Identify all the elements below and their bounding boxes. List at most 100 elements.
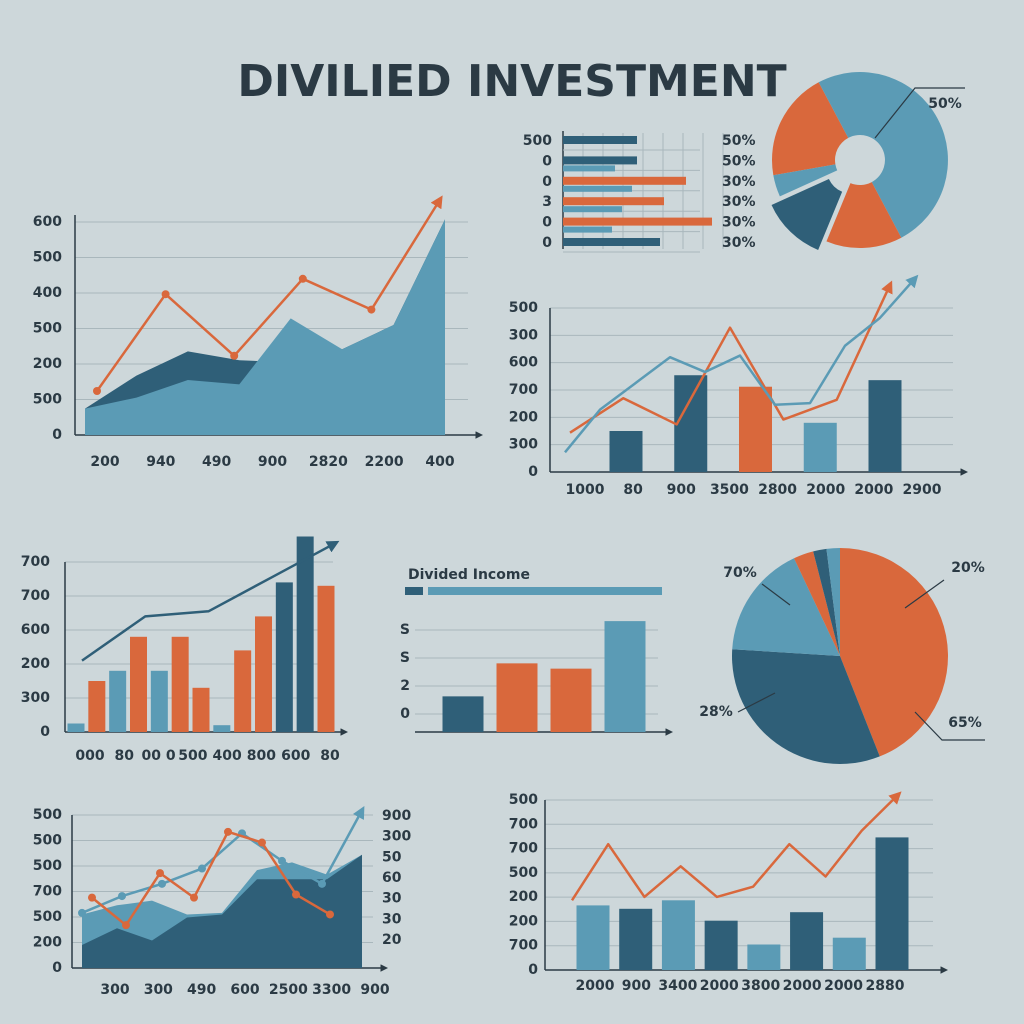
y-tick-label: 500: [33, 250, 62, 266]
y-tick-label: S: [400, 650, 410, 666]
x-tick-label: 000: [75, 748, 104, 764]
line: [81, 540, 340, 662]
y2-tick-label: 300: [382, 829, 411, 845]
x-tick-label: 200: [90, 454, 119, 470]
slice: [732, 558, 840, 656]
page-title: DIVILIED INVESTMENT: [237, 56, 786, 107]
y-tick-label: 2: [400, 678, 410, 694]
y2-tick-label: 30: [382, 891, 402, 907]
x-tick-label: 490: [202, 454, 231, 470]
y-tick-label: 700: [21, 554, 50, 570]
y-tick-label: 500: [33, 321, 62, 337]
point: [190, 893, 198, 902]
point: [298, 274, 307, 283]
x-tick-label: 300: [100, 982, 129, 998]
y-tick-label: 0: [52, 427, 62, 443]
y2-tick-label: 20: [382, 932, 402, 948]
x-tick-label: 80: [320, 748, 340, 764]
annotation: 70%: [723, 565, 757, 581]
y-tick-label: 400: [33, 285, 62, 301]
x-tick-label: 2000: [576, 978, 615, 994]
bar: [609, 431, 643, 472]
x-tick-label: 1000: [566, 482, 605, 498]
point: [278, 856, 286, 865]
x-tick-label: 2200: [365, 454, 404, 470]
x-tick-label: 2800: [758, 482, 797, 498]
bar: [109, 670, 127, 732]
x-tick-label: 2000: [806, 482, 845, 498]
bar: [150, 670, 168, 732]
point: [93, 387, 101, 395]
y-tick-label: 200: [33, 356, 62, 372]
bar: [67, 723, 85, 732]
y2-tick-label: 900: [382, 808, 411, 824]
legend-bar: [428, 587, 662, 595]
x-tick-label: 400: [425, 454, 454, 470]
bar: [496, 663, 538, 732]
row-value-label: 50%: [722, 133, 756, 149]
x-tick-label: 3400: [658, 978, 697, 994]
bar: [550, 668, 592, 732]
y-tick-label: 500: [509, 300, 538, 316]
x-tick-label: 2900: [903, 482, 942, 498]
point: [224, 827, 232, 836]
x-tick-label: 600: [230, 982, 259, 998]
bar: [563, 217, 712, 226]
bar: [576, 905, 610, 970]
slice: [731, 649, 880, 764]
y-tick-label: 700: [33, 884, 62, 900]
x-tick-label: 2880: [866, 978, 905, 994]
bar: [563, 197, 664, 206]
y-tick-label: 200: [509, 889, 538, 905]
slice: [826, 548, 840, 656]
y-tick-label: 700: [509, 841, 538, 857]
leader-line: [914, 711, 985, 741]
bar: [234, 650, 252, 732]
row-value-label: 50%: [722, 153, 756, 169]
y-tick-label: 500: [509, 865, 538, 881]
slice: [813, 548, 840, 656]
x-tick-label: 600: [281, 748, 310, 764]
bar: [171, 636, 189, 732]
point: [258, 838, 266, 847]
row-label: 0: [542, 174, 552, 190]
y-tick-label: 200: [509, 409, 538, 425]
row-value-label: 30%: [722, 174, 756, 190]
point: [78, 908, 86, 917]
bar: [255, 616, 272, 732]
area: [85, 219, 445, 435]
x-tick-label: 80: [115, 748, 135, 764]
y-tick-label: 700: [509, 382, 538, 398]
line: [570, 791, 902, 901]
point: [156, 869, 164, 878]
y-tick-label: 600: [21, 622, 50, 638]
row-label: 500: [523, 133, 552, 149]
y-tick-label: 700: [21, 588, 50, 604]
x-tick-label: 2820: [309, 454, 348, 470]
bar: [868, 380, 902, 472]
x-tick-label: 3300: [312, 982, 351, 998]
bar: [604, 621, 646, 732]
bar: [563, 185, 632, 192]
point: [122, 921, 130, 930]
x-tick-label: 900: [258, 454, 287, 470]
bar: [317, 585, 335, 732]
line: [564, 274, 919, 454]
legend-swatch: [405, 587, 423, 595]
x-tick-label: 3500: [710, 482, 749, 498]
point: [230, 351, 239, 360]
point: [326, 910, 334, 919]
y-tick-label: 500: [33, 833, 62, 849]
row-label: 0: [542, 215, 552, 231]
bar: [130, 636, 147, 732]
slice: [773, 164, 838, 197]
y-tick-label: 300: [509, 437, 538, 453]
x-tick-label: 400: [213, 748, 242, 764]
bar: [442, 696, 484, 732]
y2-tick-label: 60: [382, 870, 402, 886]
y-tick-label: 0: [528, 464, 538, 480]
y2-tick-label: 50: [382, 849, 402, 865]
y-tick-label: 200: [21, 656, 50, 672]
